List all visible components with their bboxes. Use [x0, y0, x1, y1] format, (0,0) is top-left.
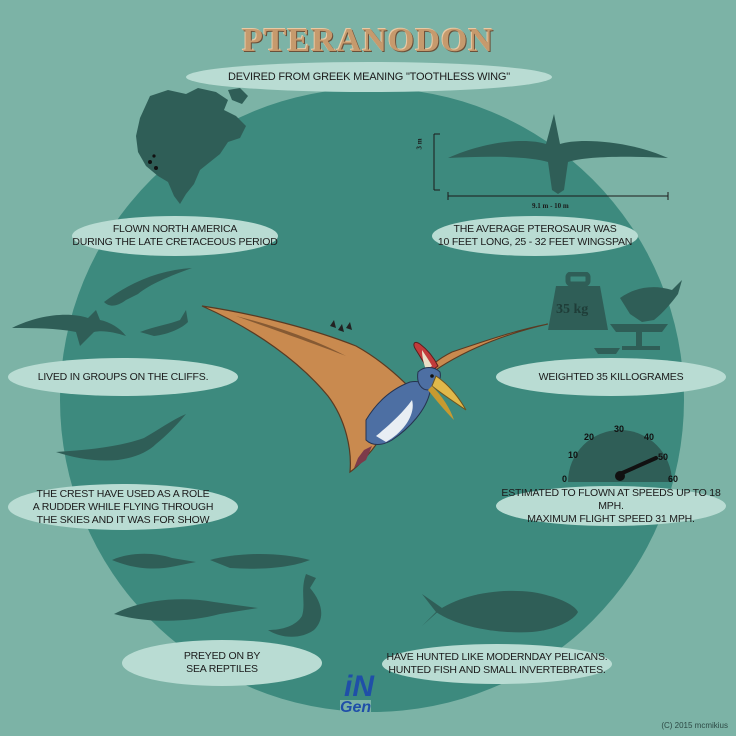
- speedometer-icon: [568, 430, 672, 482]
- logo-top-text: iN: [344, 670, 374, 703]
- gauge-tick-30: 30: [614, 424, 625, 434]
- fact-speed-line-2: MAXIMUM FLIGHT SPEED 31 MPH.: [527, 512, 695, 525]
- beak-icon: [431, 375, 467, 411]
- page-title: PTERANODON: [242, 22, 494, 59]
- flock-silhouette-icon: [12, 268, 192, 346]
- skull-silhouette-icon: [56, 414, 186, 461]
- fact-hunting: HAVE HUNTED LIKE MODERNDAY PELICANS. HUN…: [382, 644, 612, 684]
- fact-crest-line-2: A RUDDER WHILE FLYING THROUGH: [32, 500, 214, 513]
- fact-size-line-2: 10 FEET LONG, 25 - 32 FEET WINGSPAN: [437, 236, 633, 248]
- copyright-text: (C) 2015 mcmikius: [661, 721, 728, 730]
- gauge-tick-0: 0: [562, 474, 568, 484]
- fact-size: THE AVERAGE PTEROSAUR WAS 10 FEET LONG, …: [432, 216, 638, 256]
- fact-crest: THE CREST HAVE USED AS A ROLE A RUDDER W…: [8, 484, 238, 530]
- fact-weight: WEIGHTED 35 KILLOGRAMES: [496, 358, 726, 396]
- fact-weight-line-1: WEIGHTED 35 KILLOGRAMES: [538, 370, 684, 383]
- fact-north-america: FLOWN NORTH AMERICA DURING THE LATE CRET…: [72, 216, 278, 256]
- wingspan-dimension-label: 9.1 m - 10 m: [532, 202, 569, 210]
- wing-icon: [201, 305, 409, 474]
- sea-reptiles-silhouette-icon: [112, 553, 322, 637]
- fact-predators: PREYED ON BY SEA REPTILES: [122, 640, 322, 686]
- fact-crest-line-1: THE CREST HAVE USED AS A ROLE: [36, 487, 210, 500]
- fact-groups-line-1: LIVED IN GROUPS ON THE CLIFFS.: [37, 370, 209, 383]
- scale-silhouette-icon: [594, 280, 682, 354]
- logo-bottom-text: Gen: [340, 699, 372, 716]
- weight-icon: [548, 272, 608, 330]
- weight-label: 35 kg: [556, 302, 589, 317]
- subtitle-pill: DEVIRED FROM GREEK MEANING "TOOTHLESS WI…: [186, 62, 552, 92]
- fact-hunting-line-2: HUNTED FISH AND SMALL INVERTEBRATES.: [388, 664, 606, 676]
- fact-predators-line-2: SEA REPTILES: [186, 663, 258, 675]
- fact-north-america-line-1: FLOWN NORTH AMERICA: [112, 223, 238, 235]
- fact-crest-line-3: THE SKIES AND IT WAS FOR SHOW: [36, 513, 210, 526]
- gauge-tick-50: 50: [658, 452, 669, 462]
- fish-silhouette-icon: [422, 590, 578, 633]
- gauge-tick-20: 20: [584, 432, 595, 442]
- gauge-tick-60: 60: [668, 474, 679, 484]
- fact-hunting-line-1: HAVE HUNTED LIKE MODERNDAY PELICANS.: [386, 651, 608, 663]
- gauge-tick-10: 10: [568, 450, 579, 460]
- fact-size-line-1: THE AVERAGE PTEROSAUR WAS: [453, 223, 617, 235]
- north-america-map-icon: [136, 88, 248, 204]
- fact-speed: ESTIMATED TO FLOWN AT SPEEDS UP TO 18 MP…: [496, 486, 726, 526]
- fact-groups: LIVED IN GROUPS ON THE CLIFFS.: [8, 358, 238, 396]
- pteranodon-illustration: [201, 305, 549, 474]
- fact-speed-line-1: ESTIMATED TO FLOWN AT SPEEDS UP TO 18 MP…: [501, 486, 721, 512]
- gauge-tick-40: 40: [644, 432, 655, 442]
- wingspan-diagram: [433, 114, 669, 200]
- pterosaur-silhouette-icon: [448, 114, 668, 194]
- fact-north-america-line-2: DURING THE LATE CRETACEOUS PERIOD: [72, 236, 278, 248]
- height-dimension-label: 3 m: [415, 138, 424, 150]
- subtitle-text: DEVIRED FROM GREEK MEANING "TOOTHLESS WI…: [228, 70, 510, 83]
- fact-predators-line-1: PREYED ON BY: [183, 650, 261, 662]
